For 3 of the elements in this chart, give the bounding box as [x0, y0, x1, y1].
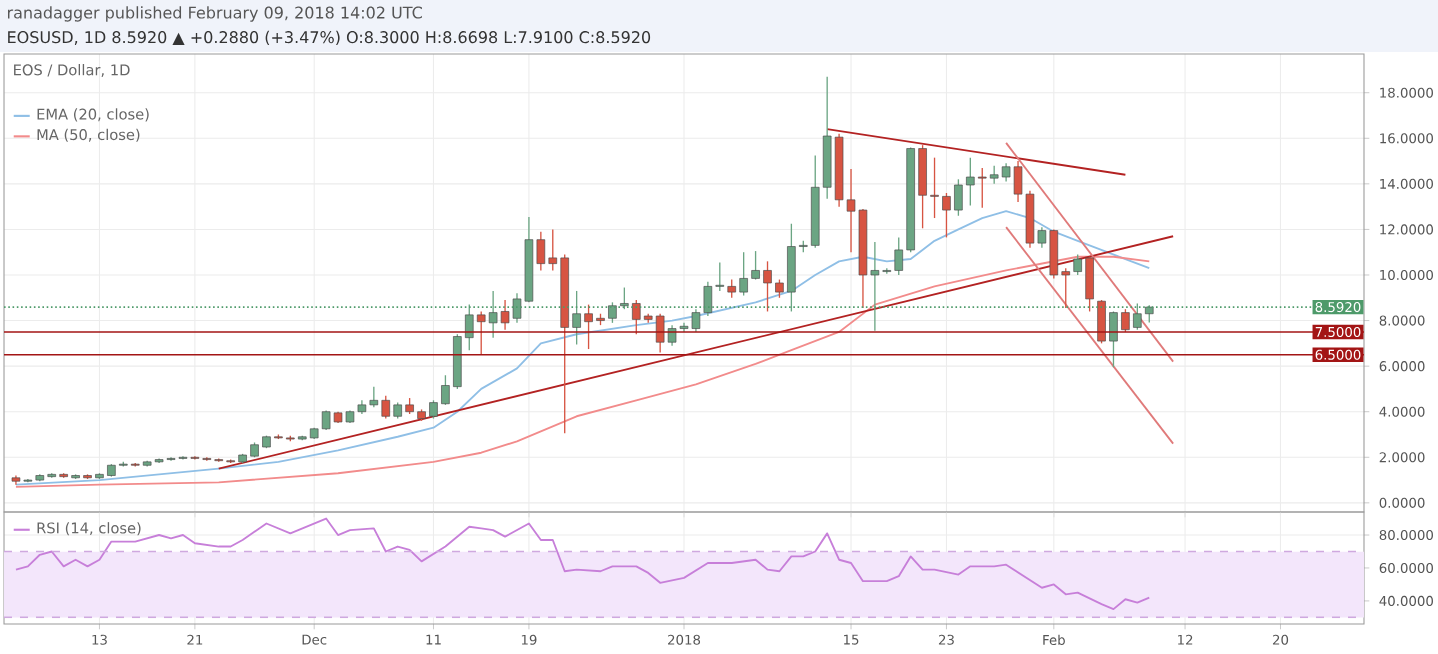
chart-subtitle: EOSUSD, 1D 8.5920 ▲ +0.2880 (+3.47%) O:8.3000 H:8.6698 L:7.9100 C:8.5920 [8, 30, 651, 46]
text: ranadagger published February 09, 2018 14:02 UTC [8, 6, 422, 22]
line-series [15, 255, 1151, 488]
